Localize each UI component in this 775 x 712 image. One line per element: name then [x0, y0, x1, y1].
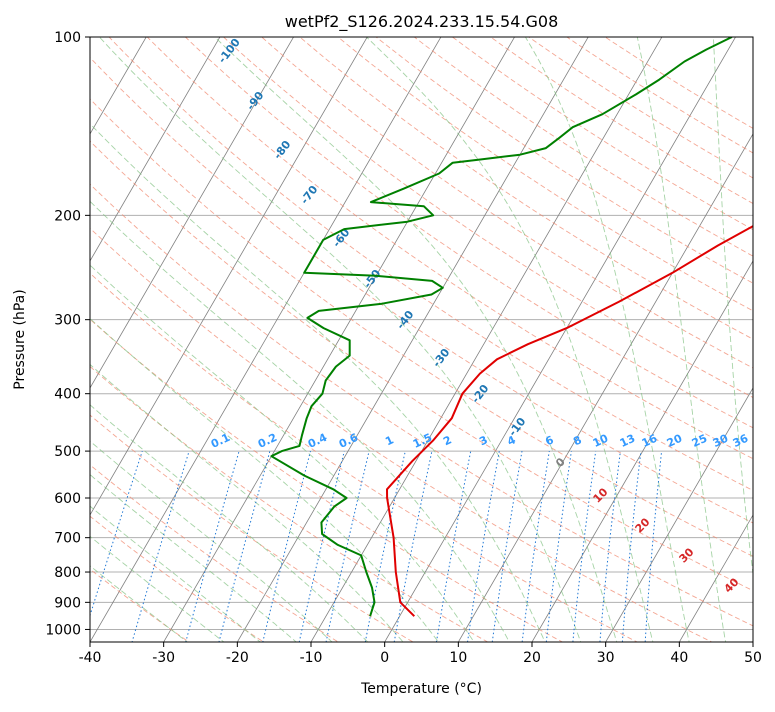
x-tick-label: 30	[597, 650, 615, 666]
x-tick-label: -30	[152, 650, 175, 666]
y-tick-label: 1000	[45, 622, 81, 638]
x-axis-label: Temperature (°C)	[360, 681, 482, 697]
y-tick-label: 300	[54, 313, 81, 329]
x-tick-label: 50	[744, 650, 762, 666]
y-tick-label: 100	[54, 30, 81, 46]
x-tick-label: 0	[380, 650, 389, 666]
y-tick-label: 200	[54, 208, 81, 224]
x-tick-label: 40	[670, 650, 688, 666]
y-tick-label: 600	[54, 491, 81, 507]
x-tick-label: -10	[300, 650, 323, 666]
x-tick-label: -40	[79, 650, 102, 666]
x-tick-label: 20	[523, 650, 541, 666]
y-tick-label: 900	[54, 595, 81, 611]
x-tick-label: -20	[226, 650, 249, 666]
x-tick-label: 10	[449, 650, 467, 666]
chart-title: wetPf2_S126.2024.233.15.54.G08	[285, 12, 559, 32]
y-tick-label: 700	[54, 531, 81, 547]
y-axis-label: Pressure (hPa)	[12, 289, 28, 389]
y-tick-label: 800	[54, 565, 81, 581]
y-tick-label: 500	[54, 444, 81, 460]
y-tick-label: 400	[54, 387, 81, 403]
